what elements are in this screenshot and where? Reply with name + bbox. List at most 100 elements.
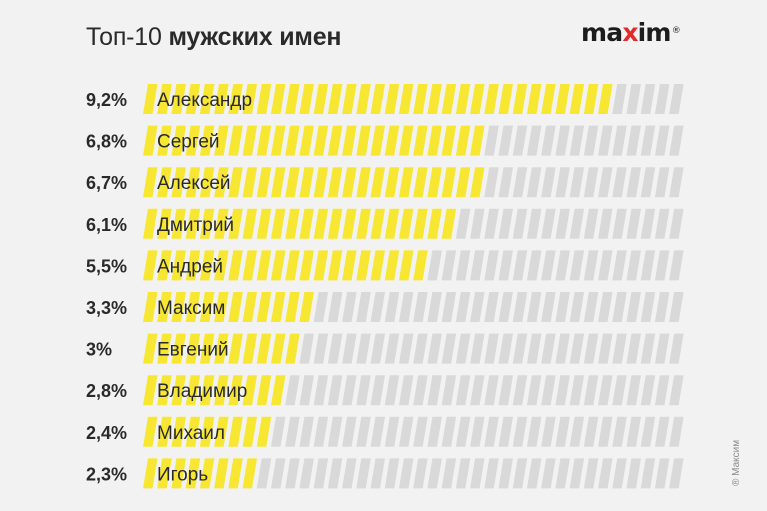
bar-stripe-empty xyxy=(669,333,684,364)
bar-stripe-filled xyxy=(228,375,243,406)
bar-stripe-filled xyxy=(455,167,471,198)
bar-stripe-filled xyxy=(157,375,172,406)
bar-stripe-empty xyxy=(470,375,485,406)
bar-stripe-empty xyxy=(285,375,300,406)
bar-stripe-empty xyxy=(541,167,556,198)
bar-stripe-empty xyxy=(669,250,684,281)
bar-stripe-empty xyxy=(569,416,585,447)
bar-stripe-filled xyxy=(313,208,329,239)
bar-stripe-filled xyxy=(470,125,485,156)
bar-stripe-empty xyxy=(669,416,684,447)
bar-stripe-empty xyxy=(413,416,428,447)
bar-stripe-empty xyxy=(669,208,684,239)
bar-stripe-filled xyxy=(470,84,485,114)
bar-stripe-filled xyxy=(171,416,186,447)
bar-stripe-empty xyxy=(427,333,442,364)
bar-stripe-filled xyxy=(242,208,258,239)
bar-stripe-empty xyxy=(598,292,613,322)
bar-stripe-filled xyxy=(199,375,215,406)
bar-stripe-filled xyxy=(270,208,286,239)
bar-stripe-filled xyxy=(242,458,258,489)
bar-stripe-empty xyxy=(413,333,428,364)
bar-stripe-empty xyxy=(654,292,670,322)
bar-stripe-filled xyxy=(228,458,243,489)
value-label: 9,2% xyxy=(86,90,127,110)
bar-stripe-filled xyxy=(157,208,172,239)
bar-stripe-filled xyxy=(270,84,286,114)
logo-part-x: x xyxy=(622,18,638,47)
bar-stripe-filled xyxy=(256,292,272,322)
bar-stripe-filled xyxy=(455,125,471,156)
chart-title: Топ-10 мужских имен xyxy=(86,22,342,52)
bar-stripe-filled xyxy=(143,458,158,489)
bar-stripe-empty xyxy=(654,458,670,489)
bar-stripe-empty xyxy=(669,375,684,406)
bar-stripe-filled xyxy=(427,84,442,114)
bar-stripe-filled xyxy=(256,125,272,156)
value-label: 2,3% xyxy=(86,464,127,484)
bar-stripe-empty xyxy=(612,84,627,114)
maxim-logo: maxim® xyxy=(581,18,681,48)
copyright-note: ® Максим xyxy=(731,439,742,486)
bar-stripe-filled xyxy=(413,250,428,281)
bar-stripe-empty xyxy=(313,333,329,364)
bar-stripe-filled xyxy=(157,125,172,156)
bar-stripe-filled xyxy=(214,125,229,156)
bar-stripe-empty xyxy=(384,416,400,447)
bar-stripe-empty xyxy=(640,458,656,489)
bar-stripe-filled xyxy=(185,458,201,489)
bar-stripe-empty xyxy=(427,375,442,406)
bar-stripe-empty xyxy=(541,208,556,239)
bar-stripe-empty xyxy=(441,416,457,447)
value-label: 6,1% xyxy=(86,215,127,235)
bar-stripe-filled xyxy=(484,84,499,114)
bar-stripe-empty xyxy=(526,250,542,281)
bar-stripe-empty xyxy=(526,125,542,156)
bar-stripe-empty xyxy=(626,416,641,447)
bar-stripe-filled xyxy=(171,333,186,364)
bar-stripe-empty xyxy=(455,333,471,364)
bar-stripe-filled xyxy=(441,125,457,156)
bar-stripe-filled xyxy=(299,208,314,239)
bar-stripe-empty xyxy=(640,167,656,198)
bar-stripe-empty xyxy=(484,333,499,364)
bar-stripe-filled xyxy=(370,84,386,114)
bar-stripe-filled xyxy=(256,208,272,239)
bar-stripe-filled xyxy=(256,375,272,406)
bar-stripe-filled xyxy=(157,458,172,489)
bar-stripe-empty xyxy=(598,208,613,239)
bar-stripe-filled xyxy=(214,375,229,406)
bar-row: 5,5% Андрей xyxy=(86,250,684,281)
bar-stripe-filled xyxy=(199,208,215,239)
bar-stripe-filled xyxy=(356,167,371,198)
bar-stripe-empty xyxy=(612,125,627,156)
bar-stripe-empty xyxy=(555,167,570,198)
bar-stripe-empty xyxy=(342,458,357,489)
bar-stripe-filled xyxy=(356,250,371,281)
bar-stripe-filled xyxy=(441,208,457,239)
bar-stripe-empty xyxy=(470,250,485,281)
bar-stripe-filled xyxy=(327,125,343,156)
bar-stripe-filled xyxy=(143,375,158,406)
bar-stripe-filled xyxy=(285,292,300,322)
bar-stripe-filled xyxy=(171,458,186,489)
bar-stripe-empty xyxy=(654,125,670,156)
bar-stripe-empty xyxy=(427,416,442,447)
bar-stripe-empty xyxy=(413,292,428,322)
bar-stripe-filled xyxy=(143,250,158,281)
bar-stripe-filled xyxy=(199,167,215,198)
bar-stripe-empty xyxy=(356,375,371,406)
bar-stripe-filled xyxy=(157,167,172,198)
bar-stripe-filled xyxy=(185,333,201,364)
bar-stripe-empty xyxy=(327,375,343,406)
bar-stripe-filled xyxy=(270,292,286,322)
bar-stripe-empty xyxy=(626,333,641,364)
bar-stripe-empty xyxy=(669,292,684,322)
bar-stripe-empty xyxy=(640,292,656,322)
bar-stripe-empty xyxy=(313,292,329,322)
bar-stripe-empty xyxy=(654,250,670,281)
bar-stripe-empty xyxy=(356,458,371,489)
bar-stripe-filled xyxy=(228,167,243,198)
bar-stripe-filled xyxy=(214,167,229,198)
bar-stripe-filled xyxy=(313,125,329,156)
